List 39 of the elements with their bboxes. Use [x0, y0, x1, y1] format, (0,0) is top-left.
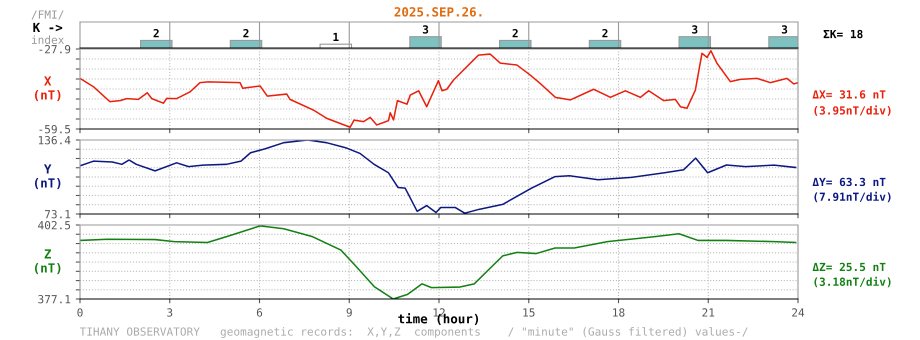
x-tick-label: 3 — [167, 308, 172, 317]
line-series — [80, 225, 796, 299]
text: /FMI/ — [32, 10, 64, 20]
x-tick-label: 9 — [346, 308, 352, 317]
x-tick-label: 15 — [523, 308, 535, 317]
y-tick-label: 377.1 — [38, 295, 70, 304]
y-tick-label: -27.9 — [39, 45, 70, 54]
x-tick-label: 6 — [256, 308, 262, 317]
y-tick-label: 73.1 — [44, 210, 70, 218]
x-tick-label: 18 — [613, 308, 624, 317]
text: ΔY= 63.3 nT — [812, 178, 886, 186]
y-axis-title: Y (nT) — [34, 164, 60, 190]
text: ΣK= 18 — [824, 30, 863, 38]
data-label: 2 — [602, 29, 608, 38]
data-label: 2 — [512, 29, 518, 38]
line-series — [80, 140, 796, 214]
chart-title: 2025.SEP.26. — [394, 7, 482, 17]
text: index — [32, 35, 64, 44]
text: TIHANY OBSERVATORY geomagnetic records: X,Y,Z components / "minute" (Gauss filtered) values-/ — [80, 327, 748, 338]
y-tick-label: -59.5 — [39, 125, 70, 134]
data-label: 3 — [782, 25, 788, 34]
y-tick-label: 402.5 — [38, 221, 70, 230]
data-label: 2 — [243, 29, 248, 38]
text: (7.91nT/div) — [814, 192, 891, 202]
x-tick-label: 24 — [792, 308, 804, 317]
text: (3.95nT/div) — [814, 105, 891, 116]
text: ΔZ= 25.5 nT — [812, 262, 886, 272]
data-label: 1 — [333, 32, 339, 42]
x-tick-label: 0 — [77, 308, 83, 317]
y-axis-title: K -> — [33, 22, 62, 32]
text: ΔX= 31.6 nT — [812, 90, 886, 99]
y-axis-title: Z (nT) — [34, 249, 60, 274]
data-label: 3 — [692, 25, 698, 34]
y-tick-label: 136.4 — [38, 136, 70, 144]
data-label: 3 — [422, 25, 428, 34]
y-axis-title: X (nT) — [34, 76, 60, 102]
x-tick-label: 21 — [702, 308, 714, 317]
data-label: 2 — [154, 29, 159, 38]
text: (3.18nT/div) — [814, 276, 891, 288]
